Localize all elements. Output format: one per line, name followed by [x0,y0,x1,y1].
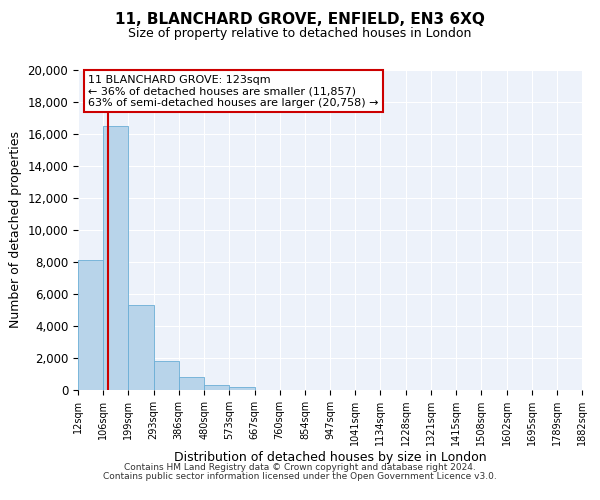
Bar [78,260,103,390]
Y-axis label: Number of detached properties: Number of detached properties [9,132,22,328]
Bar [128,305,154,390]
Text: Contains public sector information licensed under the Open Government Licence v3: Contains public sector information licen… [103,472,497,481]
Bar [154,361,179,390]
X-axis label: Distribution of detached houses by size in London: Distribution of detached houses by size … [173,451,487,464]
Text: Contains HM Land Registry data © Crown copyright and database right 2024.: Contains HM Land Registry data © Crown c… [124,464,476,472]
Bar [179,377,204,390]
Text: 11 BLANCHARD GROVE: 123sqm
← 36% of detached houses are smaller (11,857)
63% of : 11 BLANCHARD GROVE: 123sqm ← 36% of deta… [88,75,379,108]
Bar [229,387,254,390]
Bar [204,385,229,390]
Bar [103,126,128,390]
Text: 11, BLANCHARD GROVE, ENFIELD, EN3 6XQ: 11, BLANCHARD GROVE, ENFIELD, EN3 6XQ [115,12,485,28]
Text: Size of property relative to detached houses in London: Size of property relative to detached ho… [128,28,472,40]
